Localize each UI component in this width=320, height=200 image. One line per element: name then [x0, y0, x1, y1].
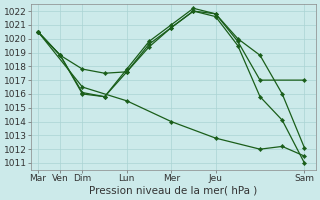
- X-axis label: Pression niveau de la mer( hPa ): Pression niveau de la mer( hPa ): [89, 186, 258, 196]
